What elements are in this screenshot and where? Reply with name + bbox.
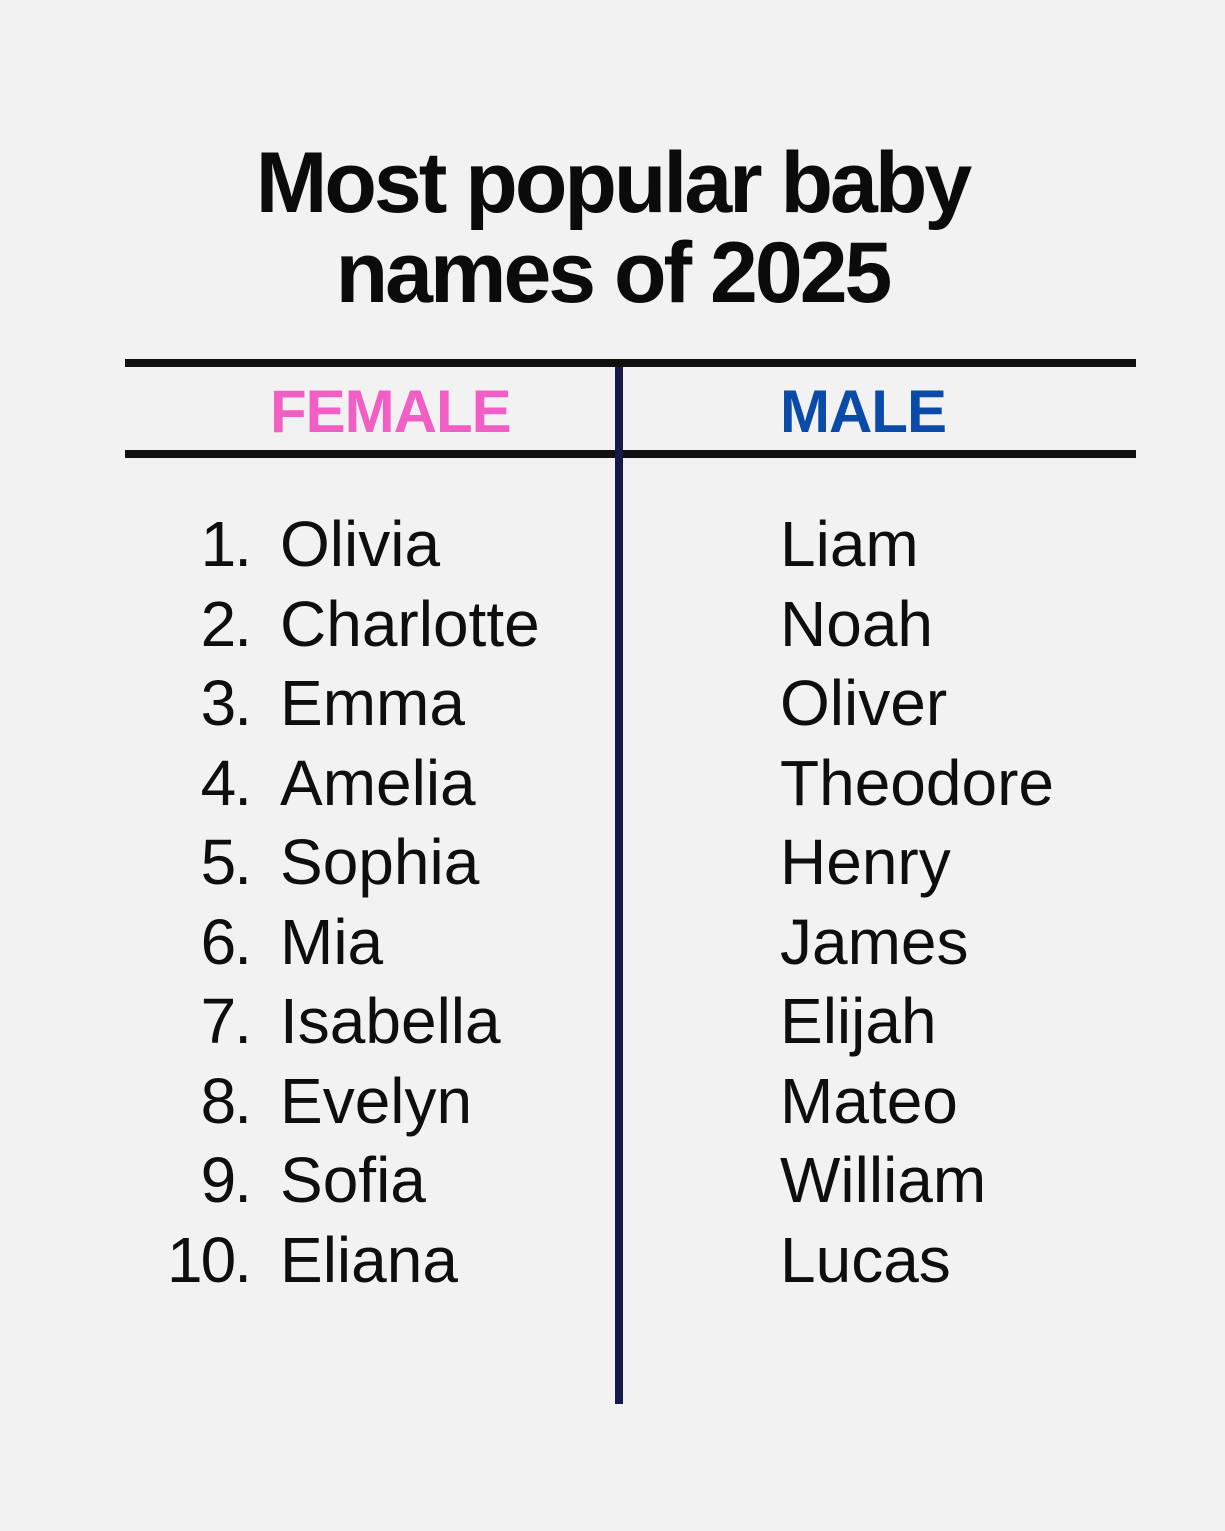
rank-number: 9. — [200, 1144, 252, 1216]
male-column-header: MALE — [780, 378, 947, 445]
female-name-row: 8. Evelyn — [0, 1062, 612, 1142]
page-title: Most popular baby names of 2025 — [0, 138, 1225, 318]
female-name-row: 2. Charlotte — [0, 585, 612, 665]
female-name-row: 9. Sofia — [0, 1141, 612, 1221]
header-bottom-rule — [125, 450, 1136, 458]
male-name: Henry — [780, 826, 951, 898]
female-column-header: FEMALE — [270, 378, 512, 445]
male-name: Theodore — [780, 746, 1054, 819]
column-divider — [615, 367, 623, 1404]
male-name: James — [780, 905, 969, 978]
female-name: Sofia — [280, 1144, 426, 1216]
female-name: Sophia — [280, 826, 480, 898]
rank-number: 10. — [167, 1223, 252, 1296]
rank-number: 8. — [200, 1064, 252, 1137]
rank-number: 1. — [200, 508, 252, 580]
female-name: Mia — [280, 905, 384, 978]
male-name: Lucas — [780, 1223, 951, 1296]
rank-number: 2. — [200, 587, 252, 660]
male-names-list: Liam Noah Oliver Theodore Henry James El… — [780, 505, 1220, 1300]
male-name: Elijah — [780, 985, 937, 1057]
male-name: Noah — [780, 587, 933, 660]
female-name-row: 7. Isabella — [0, 982, 612, 1062]
female-name: Eliana — [280, 1223, 458, 1296]
female-name-row: 6. Mia — [0, 903, 612, 983]
female-name: Evelyn — [280, 1064, 473, 1137]
female-name: Emma — [280, 667, 465, 739]
male-name: Mateo — [780, 1064, 958, 1137]
male-name: Oliver — [780, 667, 948, 739]
female-name-row: 5. Sophia — [0, 823, 612, 903]
header-top-rule — [125, 359, 1136, 367]
female-name: Isabella — [280, 985, 501, 1057]
female-name: Charlotte — [280, 587, 540, 660]
female-name-row: 4. Amelia — [0, 744, 612, 824]
female-name: Olivia — [280, 508, 441, 580]
female-names-list: 1. Olivia 2. Charlotte 3. Emma 4. Amelia 5. S… — [0, 505, 612, 1300]
male-name: William — [780, 1144, 987, 1216]
title-line-2: names of 2025 — [335, 225, 893, 321]
rank-number: 7. — [200, 985, 252, 1057]
female-name: Amelia — [280, 746, 476, 819]
rank-number: 4. — [200, 746, 252, 819]
rank-number: 3. — [200, 667, 252, 739]
rank-number: 5. — [200, 826, 252, 898]
female-name-row: 3. Emma — [0, 664, 612, 744]
male-name: Liam — [780, 508, 919, 580]
rank-number: 6. — [200, 905, 252, 978]
female-name-row: 10. Eliana — [0, 1221, 612, 1301]
female-name-row: 1. Olivia — [0, 505, 612, 585]
title-line-1: Most popular baby — [255, 135, 972, 231]
